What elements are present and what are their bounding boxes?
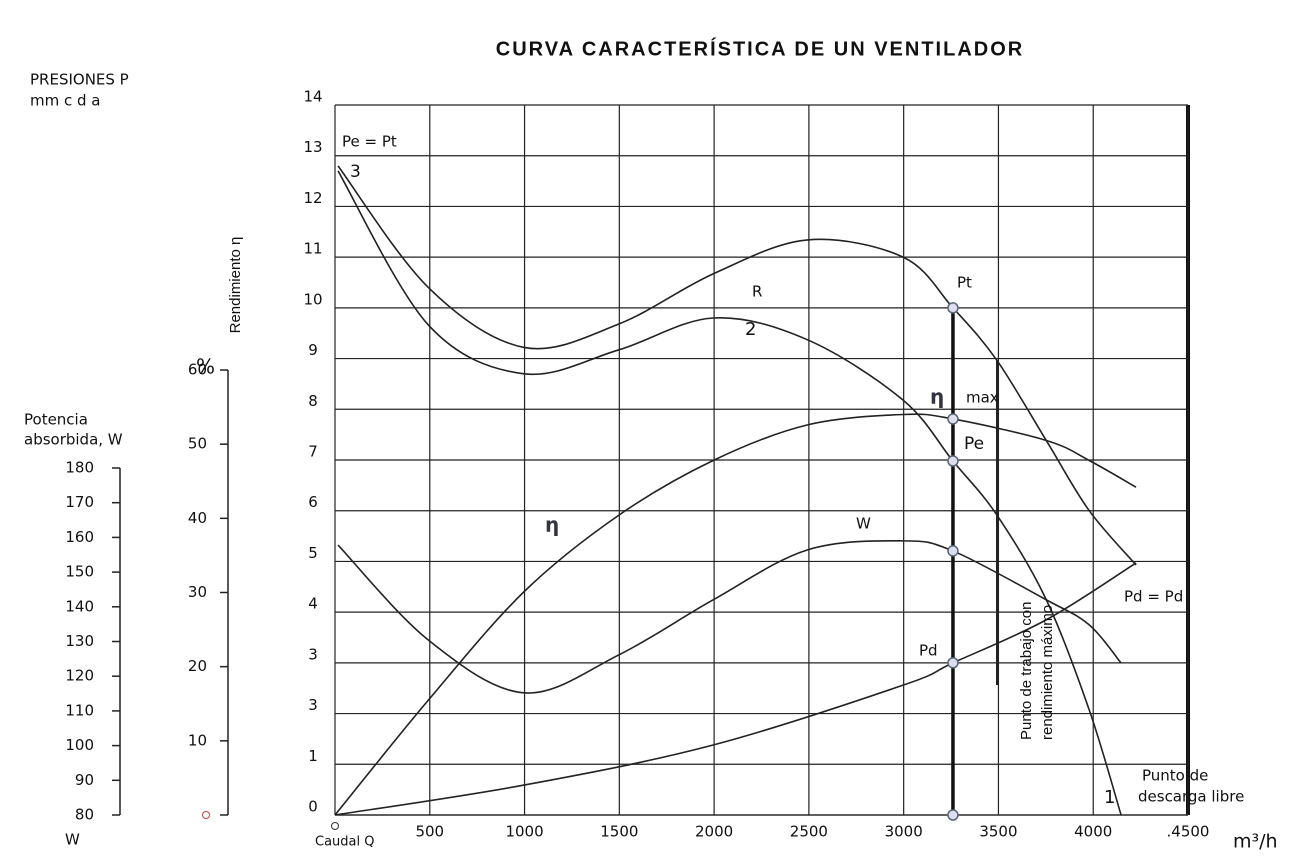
y3-tick-label: 110 xyxy=(65,701,94,719)
y-tick-label: 1 xyxy=(308,747,318,765)
chart-title: CURVA CARACTERÍSTICA DE UN VENTILADOR xyxy=(496,37,1024,60)
y-tick-label: 3 xyxy=(308,696,318,714)
annotation: max xyxy=(966,389,999,407)
operating-marker xyxy=(947,809,959,821)
annotation: 1 xyxy=(1104,787,1115,808)
y-axis-label: mm c d a xyxy=(30,92,101,110)
y-tick-label: 13 xyxy=(303,138,322,156)
y3-tick-label: 130 xyxy=(65,632,94,650)
operating-marker xyxy=(947,302,959,314)
curve xyxy=(337,170,1122,816)
y-tick-label: 6 xyxy=(308,493,318,511)
y3-tick-label: 180 xyxy=(65,459,94,477)
annotation: 3 xyxy=(350,162,361,182)
origin-marker xyxy=(331,822,339,830)
x-tick-label: 1000 xyxy=(505,823,543,841)
annotation: η xyxy=(930,385,944,409)
operating-marker xyxy=(947,545,959,557)
curve xyxy=(337,539,1122,694)
operating-marker xyxy=(947,657,959,669)
annotation: 2 xyxy=(745,319,756,340)
y2-tick-label: 0 xyxy=(202,811,210,819)
x-tick-label: 2000 xyxy=(695,823,733,841)
y3-tick-label: 150 xyxy=(65,563,94,581)
y-tick-label: 4 xyxy=(308,595,318,613)
y3-tick-label: 160 xyxy=(65,528,94,546)
y2-tick-label: 30 xyxy=(188,583,207,601)
y2-tick-label: 50 xyxy=(188,435,207,453)
y-tick-label: 0 xyxy=(308,798,318,816)
y2-axis-label: Rendimiento η xyxy=(227,237,244,334)
operating-marker xyxy=(947,413,959,425)
y2-unit: % xyxy=(196,355,215,379)
annotation: Pd = Pd xyxy=(1124,588,1183,606)
y2-tick-label: 20 xyxy=(188,657,207,675)
y2-tick-label: 10 xyxy=(188,731,207,749)
annotation: Pt xyxy=(957,274,972,292)
x-tick-label: 1500 xyxy=(600,823,638,841)
y-tick-label: 3 xyxy=(308,645,318,663)
annotation: Pd xyxy=(919,642,938,660)
x-axis-label: Caudal Q xyxy=(315,835,374,850)
annotation: Punto de xyxy=(1142,767,1208,785)
annotation: R xyxy=(752,283,762,301)
y3-tick-label: 170 xyxy=(65,493,94,511)
annotation: descarga libre xyxy=(1138,788,1244,806)
y-tick-label: 8 xyxy=(308,392,318,410)
y2-tick-label: 40 xyxy=(188,509,207,527)
y3-tick-label: 100 xyxy=(65,736,94,754)
x-tick-label: 3500 xyxy=(979,823,1017,841)
curve xyxy=(337,165,1137,566)
y-tick-label: 14 xyxy=(303,88,322,106)
x-tick-label: 2500 xyxy=(790,823,828,841)
y3-axis-label: Potencia xyxy=(24,411,88,429)
annotation: η xyxy=(545,513,559,537)
curve xyxy=(334,413,1137,816)
x-unit: m³/h xyxy=(1233,831,1278,853)
annotation: Punto de trabajo con xyxy=(1018,602,1035,740)
x-tick-label: 3000 xyxy=(885,823,923,841)
y3-tick-label: 80 xyxy=(75,806,94,824)
annotation: Pe xyxy=(964,434,984,454)
y3-tick-label: 120 xyxy=(65,667,94,685)
y-tick-label: 11 xyxy=(303,240,322,258)
y2-tick-label: 60 xyxy=(188,361,207,379)
annotation: Pe = Pt xyxy=(342,133,397,151)
y3-tick-label: 140 xyxy=(65,597,94,615)
y-tick-label: 9 xyxy=(308,341,318,359)
annotation: rendimiento máximo xyxy=(1039,605,1056,740)
y-tick-label: 5 xyxy=(308,544,318,562)
y-tick-label: 12 xyxy=(303,189,322,207)
x-tick-label: 4000 xyxy=(1074,823,1112,841)
y3-tick-label: 90 xyxy=(75,771,94,789)
x-tick-label: .4500 xyxy=(1167,823,1210,841)
operating-marker xyxy=(947,455,959,467)
y-tick-label: 10 xyxy=(303,290,322,308)
y3-axis-label: absorbida, W xyxy=(24,431,123,449)
x-tick-label: 500 xyxy=(415,823,444,841)
y-axis-label: PRESIONES P xyxy=(30,71,129,89)
curve xyxy=(334,562,1137,816)
annotation: W xyxy=(856,515,871,533)
y3-unit: W xyxy=(65,831,80,849)
y-tick-label: 7 xyxy=(308,443,318,461)
